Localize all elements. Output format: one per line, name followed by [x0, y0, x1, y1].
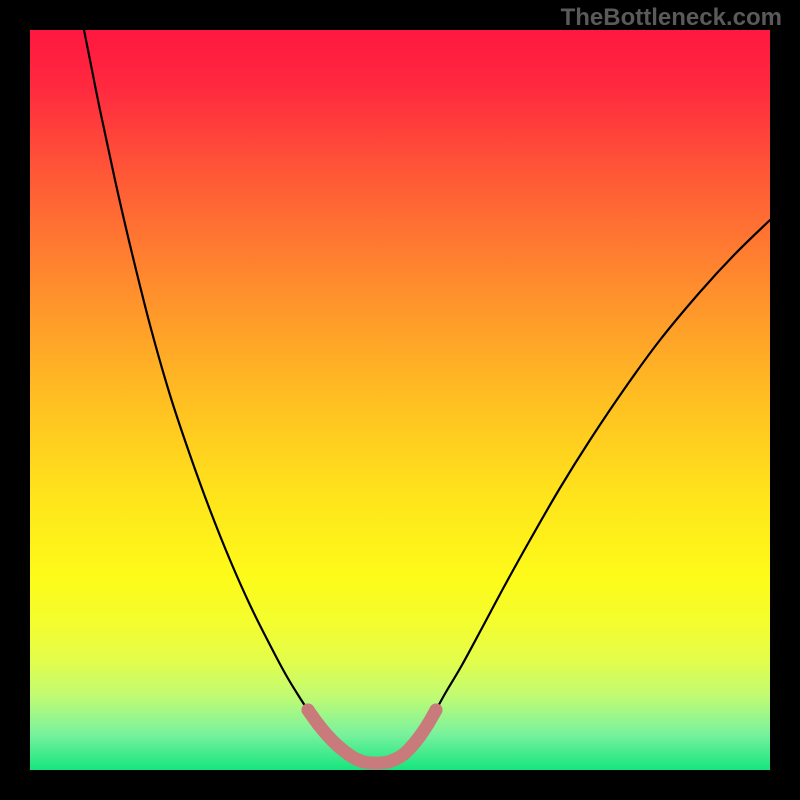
curve-layer: [30, 30, 770, 770]
highlight-marker: [302, 704, 315, 717]
bottleneck-curve: [84, 30, 770, 763]
highlight-marker: [312, 718, 325, 731]
plot-area: [30, 30, 770, 770]
highlight-marker: [422, 718, 435, 731]
highlight-marker: [414, 730, 427, 743]
highlight-marker: [430, 704, 443, 717]
highlight-marker: [322, 730, 335, 743]
watermark-text: TheBottleneck.com: [561, 4, 782, 32]
